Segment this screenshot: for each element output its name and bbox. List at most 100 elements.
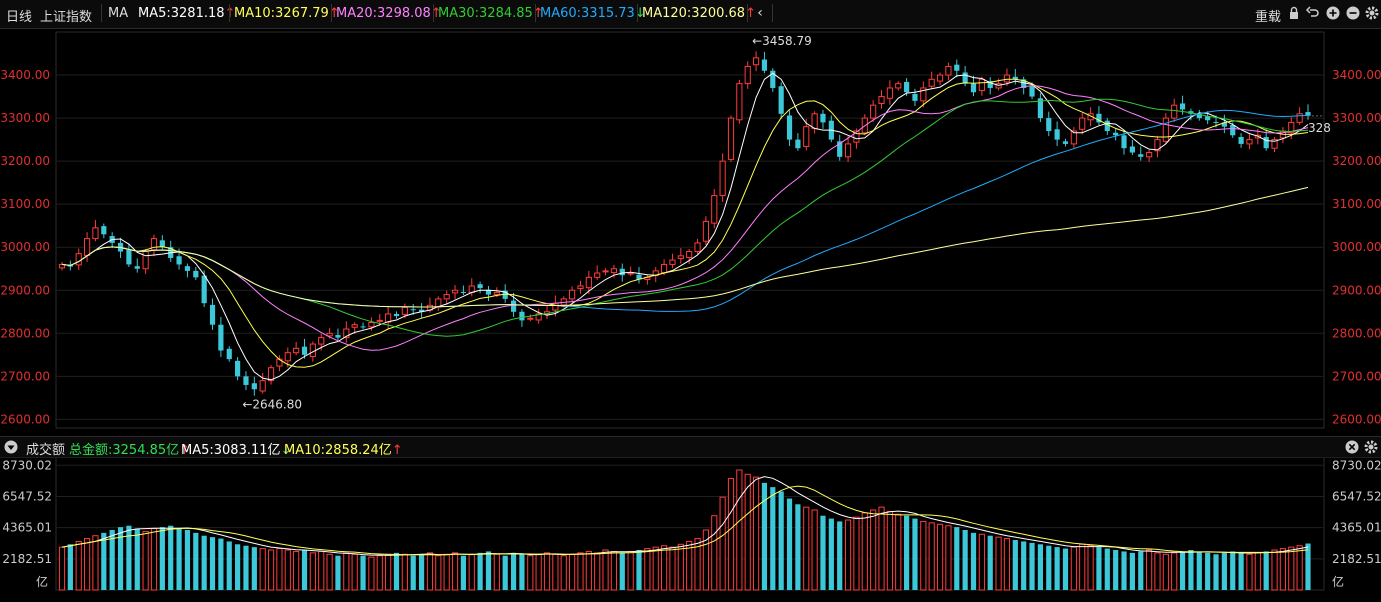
close-circle-icon[interactable] [1344,439,1360,455]
candle-body [1104,120,1110,131]
undo-icon[interactable] [1305,5,1321,21]
price-tick-label-right: 3300.00 [1332,111,1381,125]
volume-bar [243,545,249,590]
volume-bar [1254,552,1261,591]
candle-body [577,285,584,290]
candle-body [502,290,508,299]
volume-bar [1171,552,1178,591]
volume-bar [1096,547,1102,590]
volume-bar [1054,547,1060,590]
candle-body [752,57,760,66]
candle-body [101,226,107,235]
candle-body [293,347,300,354]
volume-bar [1238,552,1244,590]
volume-bar [368,556,375,591]
candle-body [677,255,684,259]
volume-bar [218,538,224,590]
candle-body [1029,86,1035,97]
triangle-down-icon[interactable] [3,439,19,455]
volume-bar [870,509,877,591]
candle-body [1288,121,1295,134]
volume-bar [920,520,927,591]
volume-bar [1154,552,1161,591]
ma10-line [61,78,1309,368]
volume-bar [510,552,517,590]
candle-body [585,276,592,289]
volume-bar [987,535,993,590]
candle-body [209,304,216,325]
volume-bar [142,530,149,591]
volume-bar [978,533,985,591]
candle-body [1037,98,1043,119]
candle-body [1054,129,1060,140]
volume-bar [627,550,634,591]
volume-bar [460,555,466,590]
candle-body [936,74,944,82]
candle-body [619,268,625,276]
candle-body [184,266,191,271]
volume-bar [451,552,459,591]
gear-icon[interactable] [1363,439,1379,455]
volume-bar [176,528,182,590]
candle-body [719,160,726,197]
volume-bar [543,552,551,591]
candle-body [235,360,241,377]
chevron-left-icon[interactable]: ‹ [757,5,763,21]
plus-circle-icon[interactable] [1325,5,1341,21]
ma30-value: MA30:3284.85↑ [438,6,544,21]
candle-body [1138,154,1144,157]
candle-body [460,291,466,293]
candle-body [744,65,751,85]
candle-body [1046,118,1052,131]
candle-body [970,83,977,93]
candle-body [535,313,542,321]
volume-bar [936,523,944,591]
candle-body [1129,146,1135,153]
price-tick-label-left: 3200.00 [0,154,50,168]
candle-body [552,302,559,311]
volume-bar [259,548,266,591]
volume-axis-left: 8730.02 6547.52 4365.01 2182.51 [2,458,52,566]
volume-bar [928,522,935,591]
period-label[interactable]: 日线 [6,10,33,25]
candle-body [636,274,642,280]
candle-body [886,87,893,99]
candle-body [1162,117,1169,142]
volume-bar [895,513,902,591]
minus-circle-icon[interactable] [1345,5,1361,21]
volume-bar [861,512,868,591]
volume-bar [1003,538,1011,591]
candle-body [1305,112,1311,116]
candle-body [912,93,918,101]
volume-tick-label-left: 4365.01 [2,521,52,535]
volume-label[interactable]: 成交额 [26,443,66,458]
last-price-annotation: 328 [1308,121,1331,135]
price-tick-label-left: 3400.00 [0,68,50,82]
gear-icon[interactable] [1364,5,1380,21]
symbol-label[interactable]: 上证指数 [40,10,93,25]
volume-bar [602,549,609,591]
volume-bar [117,527,124,590]
reload-button[interactable]: 重载 [1255,10,1282,25]
candle-body [904,81,910,93]
volume-bar [435,555,442,591]
candle-body [627,272,634,275]
volume-bar [752,476,760,591]
volume-bar [778,491,784,590]
candle-body [1230,124,1236,136]
volume-bar [385,553,392,591]
volume-bar [1179,551,1186,590]
indicator-label[interactable]: MA [108,6,129,21]
candle-body [928,78,935,87]
candle-body [1003,74,1011,83]
volume-bar [577,552,584,591]
volume-bar [226,541,232,590]
price-tick-label-left: 2700.00 [0,369,50,383]
volume-bar [193,532,199,590]
lock-icon[interactable] [1286,5,1302,21]
candle-body [694,242,701,253]
price-tick-label-right: 2900.00 [1332,283,1381,297]
volume-tick-label-right: 2182.51 [1332,552,1381,566]
candle-body [343,328,350,339]
